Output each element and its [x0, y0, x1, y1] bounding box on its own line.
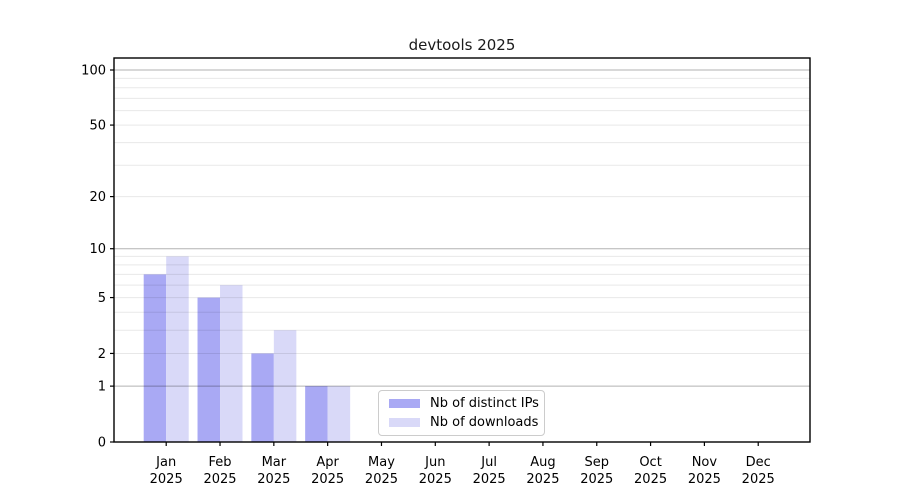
bar-apr-distinct-ips	[305, 386, 328, 442]
x-tick-label-month: Jun	[424, 455, 445, 470]
x-tick-label-month: Aug	[530, 455, 555, 470]
legend-entry-downloads: Nb of downloads	[389, 415, 538, 430]
x-tick-label-month: May	[368, 455, 395, 470]
x-tick-label-month: Sep	[585, 455, 610, 470]
x-tick-label-month: Dec	[746, 455, 771, 470]
y-tick-label: 2	[98, 347, 106, 362]
legend-swatch-distinct-ips	[389, 399, 420, 408]
x-tick-label-year: 2025	[688, 472, 721, 487]
x-tick-label-month: Jul	[480, 455, 497, 470]
bar-feb-downloads	[220, 285, 243, 442]
x-tick-label-year: 2025	[742, 472, 775, 487]
plot-border	[113, 57, 811, 443]
x-tick-label-year: 2025	[365, 472, 398, 487]
legend-label-distinct-ips: Nb of distinct IPs	[430, 396, 539, 411]
x-tick-label-month: Apr	[316, 455, 339, 470]
y-tick-label: 100	[81, 64, 106, 79]
x-tick-label-month: Nov	[692, 455, 718, 470]
x-tick-label-year: 2025	[526, 472, 559, 487]
x-tick-label-year: 2025	[634, 472, 667, 487]
x-tick-label-year: 2025	[257, 472, 290, 487]
y-tick-label: 5	[98, 291, 106, 306]
x-tick-label-month: Oct	[639, 455, 661, 470]
legend-box: Nb of distinct IPs Nb of downloads	[378, 390, 545, 436]
y-tick-label: 1	[98, 380, 106, 395]
y-tick-label: 20	[89, 190, 106, 205]
y-tick-label: 10	[89, 242, 106, 257]
x-tick-label-year: 2025	[473, 472, 506, 487]
legend-label-downloads: Nb of downloads	[430, 415, 539, 430]
bar-feb-distinct-ips	[197, 297, 221, 442]
y-tick-label: 0	[98, 436, 106, 451]
x-tick-label-year: 2025	[419, 472, 452, 487]
x-tick-label-year: 2025	[203, 472, 236, 487]
chart-title: devtools 2025	[408, 36, 516, 54]
x-tick-label-month: Feb	[209, 455, 232, 470]
legend-entry-distinct-ips: Nb of distinct IPs	[389, 396, 539, 411]
x-tick-label-month: Jan	[155, 455, 176, 470]
x-tick-label-year: 2025	[150, 472, 183, 487]
bar-jan-distinct-ips	[143, 274, 167, 442]
bar-jan-downloads	[166, 256, 189, 442]
bar-apr-downloads	[327, 386, 351, 442]
x-tick-label-year: 2025	[311, 472, 344, 487]
y-tick-label: 50	[89, 119, 106, 134]
x-tick-label-month: Mar	[262, 455, 287, 470]
bar-mar-downloads	[273, 330, 297, 442]
bar-mar-distinct-ips	[251, 353, 274, 442]
x-tick-label-year: 2025	[580, 472, 613, 487]
legend-swatch-downloads	[389, 418, 420, 427]
